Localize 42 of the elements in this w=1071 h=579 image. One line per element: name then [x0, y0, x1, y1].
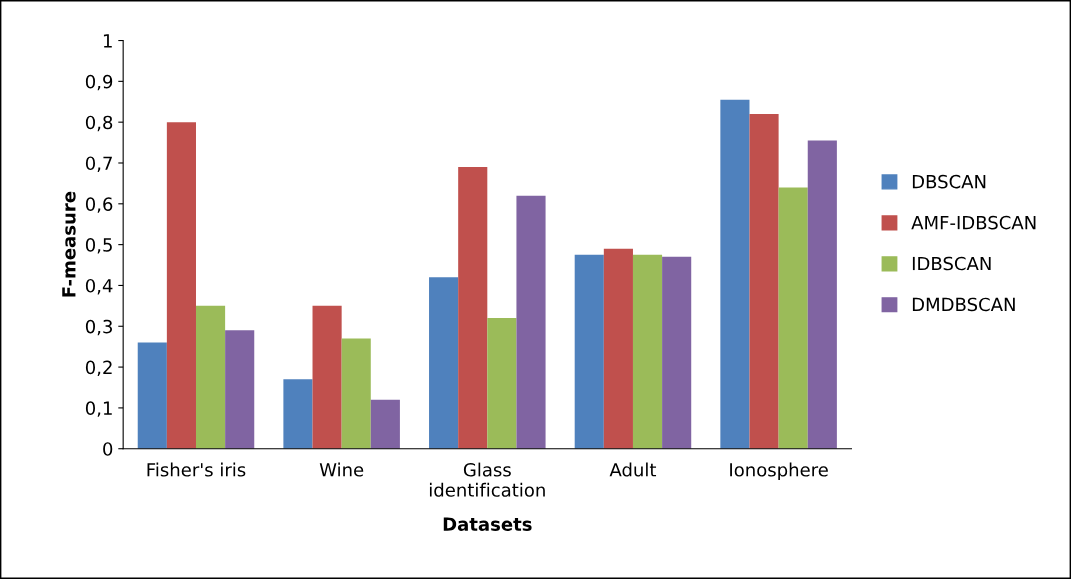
bar	[778, 187, 808, 449]
x-tick-label: Fisher's iris	[147, 462, 246, 477]
bar	[458, 167, 488, 449]
x-tick-label: Ionosphere	[730, 462, 828, 481]
bar	[429, 277, 459, 449]
bar	[137, 342, 167, 449]
y-tick-label: 0,7	[85, 156, 112, 172]
y-tick-label: 0,1	[85, 401, 112, 417]
y-axis-title: F-measure	[62, 191, 76, 297]
bar	[662, 256, 692, 449]
bar	[487, 318, 517, 449]
y-tick-label: 0,5	[85, 238, 112, 254]
bar	[603, 248, 633, 449]
legend-label: IDBSCAN	[912, 256, 991, 271]
bar	[370, 399, 400, 449]
y-tick-label: 0,8	[85, 115, 113, 132]
bar	[574, 254, 604, 449]
y-tick-label: 0	[103, 442, 113, 456]
legend-label: AMF-IDBSCAN	[911, 215, 1036, 230]
x-tick-label: Wine	[319, 462, 364, 477]
bar	[749, 114, 779, 449]
x-tick-label: Adult	[609, 462, 657, 477]
bar	[225, 330, 255, 449]
x-tick-label: Glass identification	[429, 462, 545, 497]
bar	[312, 305, 342, 449]
bar	[283, 379, 313, 449]
x-axis-title: Datasets	[443, 517, 532, 531]
legend-label: DMDBSCAN	[912, 297, 1015, 312]
bar	[516, 195, 546, 449]
y-tick-label: 1	[103, 34, 112, 48]
y-tick-label: 0,9	[85, 74, 113, 91]
y-tick-label: 0,2	[85, 360, 112, 377]
bar	[632, 254, 663, 449]
bar	[341, 338, 371, 449]
bar	[720, 99, 750, 449]
bar	[807, 140, 837, 449]
y-tick-label: 0,6	[85, 197, 113, 213]
y-tick-label: 0,3	[85, 319, 112, 336]
y-tick-label: 0,4	[85, 278, 113, 295]
bar	[195, 305, 226, 449]
legend-label: DBSCAN	[912, 174, 986, 189]
bar	[166, 122, 196, 449]
